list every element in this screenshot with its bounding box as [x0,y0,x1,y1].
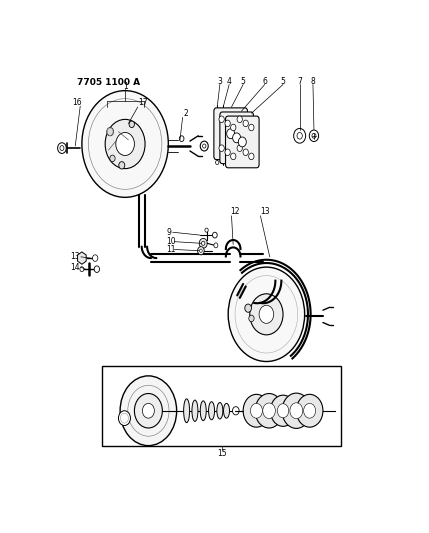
Circle shape [110,155,115,161]
Ellipse shape [208,402,214,420]
Circle shape [227,129,235,139]
Circle shape [237,116,242,123]
Circle shape [199,249,202,252]
Circle shape [93,255,98,261]
Circle shape [243,149,248,156]
Text: 7705 1100 A: 7705 1100 A [77,78,140,87]
Circle shape [120,376,177,446]
Circle shape [214,243,218,248]
Circle shape [134,393,162,428]
Circle shape [243,120,248,127]
Circle shape [259,305,274,324]
FancyBboxPatch shape [226,116,259,168]
Circle shape [297,133,302,139]
Circle shape [205,228,208,232]
Circle shape [118,411,130,425]
Circle shape [233,407,239,415]
Circle shape [80,266,84,272]
Ellipse shape [224,403,230,418]
Ellipse shape [192,400,198,422]
Ellipse shape [200,401,206,421]
Circle shape [219,116,224,123]
Circle shape [245,304,251,312]
Circle shape [249,153,254,160]
Text: 17: 17 [139,99,148,108]
Circle shape [129,121,134,127]
Circle shape [94,266,100,272]
Text: 7: 7 [297,77,302,86]
Circle shape [263,403,275,418]
Circle shape [225,149,230,156]
Text: 6: 6 [262,77,267,86]
Circle shape [270,395,296,426]
Circle shape [312,133,316,138]
Circle shape [88,99,162,189]
Circle shape [225,120,230,127]
Circle shape [296,394,323,427]
Ellipse shape [184,399,190,423]
Circle shape [121,413,128,423]
Circle shape [105,119,145,168]
Text: 9: 9 [166,228,172,237]
Text: 5: 5 [241,77,245,86]
Circle shape [231,124,236,131]
Circle shape [231,153,236,160]
FancyBboxPatch shape [220,112,254,164]
Circle shape [304,403,316,418]
Circle shape [277,403,289,418]
Text: 12: 12 [230,207,239,216]
Circle shape [235,276,298,353]
Circle shape [122,415,127,421]
Circle shape [255,393,283,428]
Circle shape [282,393,311,429]
Circle shape [200,141,208,151]
FancyBboxPatch shape [214,108,248,159]
Circle shape [179,136,184,142]
Circle shape [294,128,305,143]
Circle shape [142,403,154,418]
Circle shape [249,124,254,131]
Circle shape [57,143,66,154]
Text: 16: 16 [72,99,82,108]
Circle shape [199,238,207,248]
Ellipse shape [217,402,223,419]
Circle shape [290,403,303,419]
Text: 1: 1 [123,82,127,91]
Circle shape [119,161,125,169]
Text: 11: 11 [166,245,175,254]
Circle shape [239,137,246,147]
Circle shape [107,127,113,136]
Circle shape [243,394,270,427]
Circle shape [202,241,205,245]
Circle shape [215,160,219,165]
Circle shape [219,145,224,151]
Circle shape [198,247,204,255]
Circle shape [128,385,169,436]
Circle shape [237,145,242,151]
Circle shape [228,267,305,361]
Circle shape [233,133,241,143]
Text: 5: 5 [281,77,285,86]
Circle shape [202,144,206,148]
Circle shape [309,130,319,142]
Text: 2: 2 [183,109,188,118]
Bar [102,366,341,447]
Text: 13: 13 [260,207,269,216]
Circle shape [251,403,263,418]
Text: 15: 15 [217,449,227,457]
Text: 10: 10 [166,237,175,246]
Circle shape [249,315,254,322]
Circle shape [250,294,283,335]
Circle shape [116,133,134,156]
Text: 8: 8 [311,77,315,86]
Text: 3: 3 [218,77,222,86]
Circle shape [82,91,168,197]
Circle shape [60,146,64,150]
Polygon shape [78,252,86,264]
Text: 13: 13 [70,252,80,261]
Text: 4: 4 [227,77,232,86]
Circle shape [212,232,217,238]
Text: 14: 14 [70,263,80,272]
